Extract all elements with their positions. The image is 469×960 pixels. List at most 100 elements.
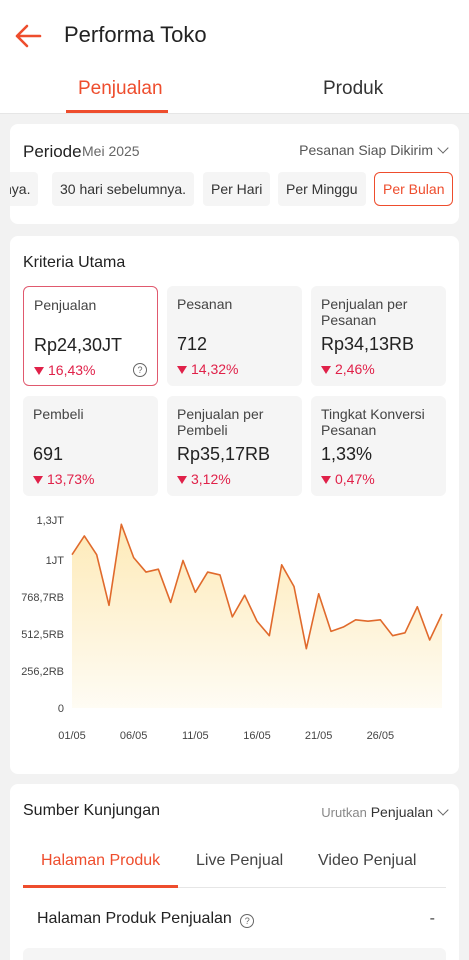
data-point[interactable]: [144, 570, 148, 574]
chevron-down-icon: [437, 804, 449, 816]
metric-change: 3,12%: [177, 471, 231, 487]
help-icon[interactable]: ?: [133, 363, 147, 377]
metric-change: 16,43%: [34, 362, 95, 378]
data-point[interactable]: [95, 553, 99, 557]
y-tick-label: 0: [58, 703, 64, 715]
back-arrow-icon[interactable]: [12, 22, 44, 50]
tab-video-penjual[interactable]: Video Penjual: [318, 852, 417, 869]
metric-label: Tingkat Konversi Pesanan: [321, 406, 425, 438]
metric-pesanan[interactable]: Pesanan 712 14,32%: [167, 286, 302, 386]
chip-previous-period[interactable]: nya.: [10, 172, 39, 206]
section-value: -: [429, 910, 435, 927]
data-point[interactable]: [267, 634, 271, 638]
y-tick-label: 768,7RB: [21, 592, 64, 604]
data-point[interactable]: [341, 625, 345, 629]
data-point[interactable]: [193, 590, 197, 594]
metric-value: 1,33%: [321, 444, 373, 464]
metric-change: 13,73%: [33, 471, 94, 487]
metric-value: 691: [33, 444, 64, 464]
x-tick-label: 01/05: [58, 730, 86, 742]
sales-area-fill: [72, 524, 442, 708]
sort-prefix: Urutkan: [321, 805, 367, 820]
periode-value[interactable]: Mei 2025: [82, 143, 140, 159]
help-icon[interactable]: ?: [240, 914, 255, 928]
data-point[interactable]: [440, 612, 444, 616]
x-tick-label: 16/05: [243, 730, 271, 742]
data-point[interactable]: [304, 647, 308, 651]
down-triangle-icon: [321, 476, 331, 484]
data-point[interactable]: [132, 556, 136, 560]
sumber-card: Sumber Kunjungan Urutkan Penjualan Halam…: [10, 784, 459, 960]
x-tick-label: 06/05: [120, 730, 148, 742]
data-point[interactable]: [391, 634, 395, 638]
data-point[interactable]: [218, 573, 222, 577]
metric-penjualan-per-pembeli[interactable]: Penjualan per Pembeli Rp35,17RB 3,12%: [167, 396, 302, 496]
data-point[interactable]: [280, 563, 284, 567]
chip-per-hari[interactable]: Per Hari: [203, 172, 271, 206]
active-subtab-indicator: [23, 885, 178, 888]
data-point[interactable]: [428, 638, 432, 642]
data-point[interactable]: [317, 592, 321, 596]
sort-value: Penjualan: [370, 804, 433, 820]
data-point[interactable]: [403, 631, 407, 635]
data-point[interactable]: [169, 600, 173, 604]
down-triangle-icon: [177, 366, 187, 374]
section-title: Halaman Produk Penjualan ?: [37, 910, 255, 928]
y-tick-label: 1,3JT: [36, 515, 64, 527]
periode-label: Periode: [23, 142, 82, 161]
data-point[interactable]: [378, 618, 382, 622]
chip-30-days-prior[interactable]: 30 hari sebelumnya.: [52, 172, 195, 206]
sort-dropdown[interactable]: Urutkan Penjualan: [321, 804, 449, 820]
chip-per-bulan[interactable]: Per Bulan: [374, 172, 454, 206]
tab-penjualan[interactable]: Penjualan: [78, 78, 163, 99]
data-point[interactable]: [292, 585, 296, 589]
y-tick-label: 256,2RB: [21, 666, 64, 678]
main-tabs: Penjualan Produk: [0, 70, 469, 114]
page-title: Performa Toko: [64, 22, 207, 47]
sales-trend-chart[interactable]: 1,3JT 1JT 768,7RB 512,5RB 256,2RB 0 01/05 06/05…: [10, 506, 459, 756]
section-content-box: [23, 948, 446, 960]
data-point[interactable]: [366, 619, 370, 623]
source-tabs: Halaman Produk Live Penjual Video Penjua…: [23, 840, 446, 888]
data-point[interactable]: [82, 534, 86, 538]
data-point[interactable]: [206, 570, 210, 574]
y-tick-label: 512,5RB: [21, 629, 64, 641]
metric-penjualan-per-pesanan[interactable]: Penjualan per Pesanan Rp34,13RB 2,46%: [311, 286, 446, 386]
x-tick-label: 11/05: [182, 730, 209, 742]
tab-halaman-produk[interactable]: Halaman Produk: [41, 852, 161, 869]
down-triangle-icon: [33, 476, 43, 484]
data-point[interactable]: [255, 619, 259, 623]
sumber-title: Sumber Kunjungan: [23, 802, 160, 819]
order-status-label: Pesanan Siap Dikirim: [299, 142, 433, 158]
sales-line: [71, 523, 443, 650]
metric-value: Rp35,17RB: [177, 444, 271, 464]
top-bar: Performa Toko: [0, 0, 469, 70]
data-point[interactable]: [354, 618, 358, 622]
y-tick-label: 1JT: [46, 555, 65, 567]
order-status-dropdown[interactable]: Pesanan Siap Dikirim: [299, 142, 449, 158]
kriteria-card: Kriteria Utama Penjualan Rp24,30JT 16,43…: [10, 236, 459, 774]
metric-value: Rp24,30JT: [34, 335, 123, 355]
active-tab-indicator: [66, 110, 168, 113]
data-point[interactable]: [181, 558, 185, 562]
data-point[interactable]: [415, 605, 419, 609]
metric-tingkat-konversi[interactable]: Tingkat Konversi Pesanan 1,33% 0,47%: [311, 396, 446, 496]
kriteria-title: Kriteria Utama: [23, 254, 126, 271]
chevron-down-icon: [437, 142, 449, 154]
data-point[interactable]: [119, 522, 123, 526]
metric-value: Rp34,13RB: [321, 334, 415, 354]
data-point[interactable]: [70, 553, 74, 557]
metric-pembeli[interactable]: Pembeli 691 13,73%: [23, 396, 158, 496]
down-triangle-icon: [34, 367, 44, 375]
tab-produk[interactable]: Produk: [323, 78, 384, 99]
metric-penjualan[interactable]: Penjualan Rp24,30JT 16,43% ?: [23, 286, 158, 386]
data-point[interactable]: [329, 629, 333, 633]
chip-per-minggu[interactable]: Per Minggu: [278, 172, 366, 206]
data-point[interactable]: [107, 603, 111, 607]
data-point[interactable]: [230, 615, 234, 619]
down-triangle-icon: [321, 366, 331, 374]
tab-live-penjual[interactable]: Live Penjual: [196, 852, 284, 869]
data-point[interactable]: [156, 567, 160, 571]
metric-label: Penjualan: [34, 297, 97, 313]
data-point[interactable]: [243, 593, 247, 597]
